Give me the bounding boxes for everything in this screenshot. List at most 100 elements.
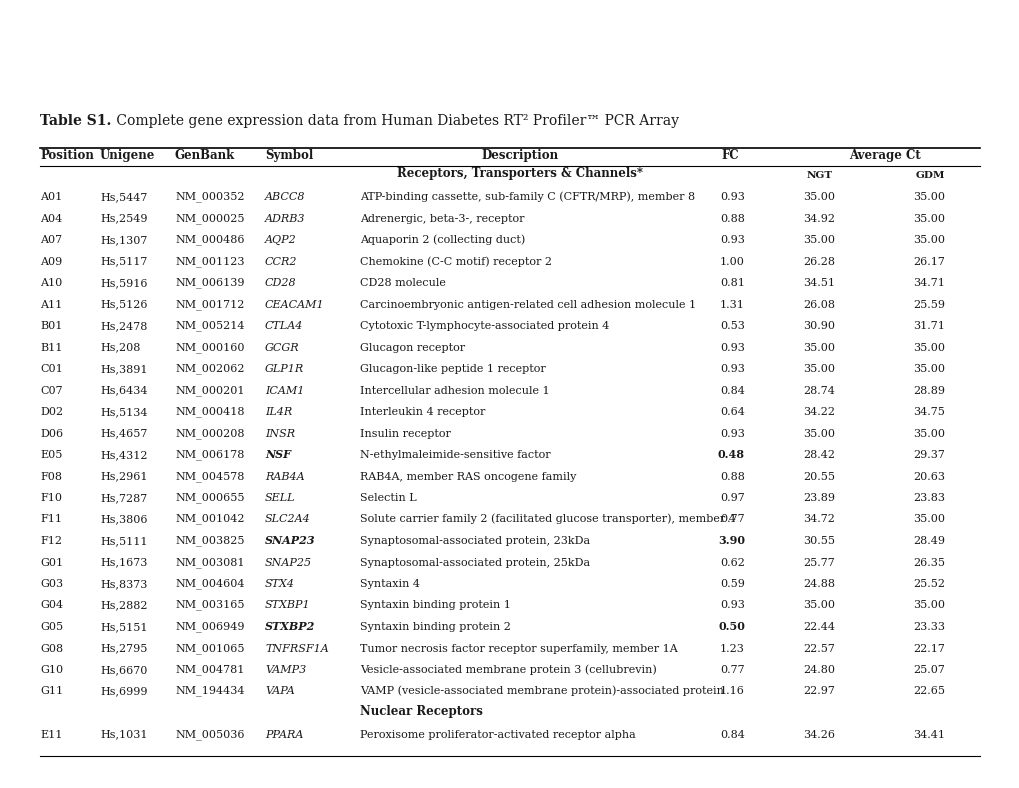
Text: NM_003165: NM_003165 (175, 600, 245, 611)
Text: Adrenergic, beta-3-, receptor: Adrenergic, beta-3-, receptor (360, 214, 524, 224)
Text: 23.89: 23.89 (802, 493, 835, 503)
Text: 35.00: 35.00 (802, 429, 835, 438)
Text: Hs,2795: Hs,2795 (100, 644, 147, 653)
Text: STXBP2: STXBP2 (265, 621, 315, 632)
Text: Solute carrier family 2 (facilitated glucose transporter), member 4: Solute carrier family 2 (facilitated glu… (360, 514, 735, 525)
Text: Insulin receptor: Insulin receptor (360, 429, 450, 438)
Text: 1.00: 1.00 (719, 257, 744, 266)
Text: Vesicle-associated membrane protein 3 (cellubrevin): Vesicle-associated membrane protein 3 (c… (360, 664, 656, 675)
Text: NM_001065: NM_001065 (175, 643, 245, 653)
Text: NM_000486: NM_000486 (175, 234, 245, 245)
Text: CCR2: CCR2 (265, 257, 298, 266)
Text: NM_001712: NM_001712 (175, 299, 245, 310)
Text: 0.84: 0.84 (719, 385, 744, 396)
Text: G01: G01 (40, 557, 63, 567)
Text: Tumor necrosis factor receptor superfamily, member 1A: Tumor necrosis factor receptor superfami… (360, 644, 677, 653)
Text: Hs,6670: Hs,6670 (100, 665, 147, 675)
Text: Hs,1673: Hs,1673 (100, 557, 147, 567)
Text: GCGR: GCGR (265, 343, 300, 352)
Text: PPARA: PPARA (265, 730, 303, 739)
Text: NM_000160: NM_000160 (175, 342, 245, 352)
Text: 24.88: 24.88 (802, 579, 835, 589)
Text: Hs,5134: Hs,5134 (100, 407, 148, 417)
Text: GLP1R: GLP1R (265, 364, 304, 374)
Text: 26.17: 26.17 (912, 257, 944, 266)
Text: 30.90: 30.90 (802, 321, 835, 331)
Text: 34.41: 34.41 (912, 730, 944, 739)
Text: 29.37: 29.37 (912, 450, 944, 460)
Text: Hs,6999: Hs,6999 (100, 686, 148, 697)
Text: 25.07: 25.07 (912, 665, 944, 675)
Text: Synaptosomal-associated protein, 23kDa: Synaptosomal-associated protein, 23kDa (360, 536, 590, 546)
Text: 34.22: 34.22 (802, 407, 835, 417)
Text: 0.93: 0.93 (719, 600, 744, 611)
Text: A09: A09 (40, 257, 62, 266)
Text: 35.00: 35.00 (912, 343, 944, 352)
Text: B01: B01 (40, 321, 62, 331)
Text: Carcinoembryonic antigen-related cell adhesion molecule 1: Carcinoembryonic antigen-related cell ad… (360, 299, 695, 310)
Text: NSF: NSF (265, 449, 290, 460)
Text: 1.16: 1.16 (719, 686, 744, 697)
Text: 0.77: 0.77 (719, 665, 744, 675)
Text: 35.00: 35.00 (912, 429, 944, 438)
Text: CD28: CD28 (265, 278, 297, 288)
Text: 31.71: 31.71 (912, 321, 944, 331)
Text: 30.55: 30.55 (802, 536, 835, 546)
Text: NM_006139: NM_006139 (175, 277, 245, 288)
Text: Nuclear Receptors: Nuclear Receptors (360, 705, 482, 718)
Text: Hs,3891: Hs,3891 (100, 364, 148, 374)
Text: 35.00: 35.00 (802, 364, 835, 374)
Text: 1.31: 1.31 (719, 299, 744, 310)
Text: 23.33: 23.33 (912, 622, 944, 632)
Text: SLC2A4: SLC2A4 (265, 515, 311, 525)
Text: 0.53: 0.53 (719, 321, 744, 331)
Text: 20.55: 20.55 (802, 471, 835, 481)
Text: ICAM1: ICAM1 (265, 385, 304, 396)
Text: 35.00: 35.00 (802, 600, 835, 611)
Text: Hs,6434: Hs,6434 (100, 385, 148, 396)
Text: SNAP23: SNAP23 (265, 535, 315, 546)
Text: 22.17: 22.17 (912, 644, 944, 653)
Text: Glucagon receptor: Glucagon receptor (360, 343, 465, 352)
Text: 35.00: 35.00 (912, 600, 944, 611)
Text: Glucagon-like peptide 1 receptor: Glucagon-like peptide 1 receptor (360, 364, 545, 374)
Text: 0.93: 0.93 (719, 235, 744, 245)
Text: 24.80: 24.80 (802, 665, 835, 675)
Text: Syntaxin 4: Syntaxin 4 (360, 579, 420, 589)
Text: C01: C01 (40, 364, 63, 374)
Text: 26.35: 26.35 (912, 557, 944, 567)
Text: ADRB3: ADRB3 (265, 214, 306, 224)
Text: 0.88: 0.88 (719, 471, 744, 481)
Text: NM_006949: NM_006949 (175, 621, 245, 632)
Text: 35.00: 35.00 (912, 364, 944, 374)
Text: RAB4A, member RAS oncogene family: RAB4A, member RAS oncogene family (360, 471, 576, 481)
Text: Hs,8373: Hs,8373 (100, 579, 147, 589)
Text: 28.42: 28.42 (802, 450, 835, 460)
Text: 22.97: 22.97 (802, 686, 835, 697)
Text: INSR: INSR (265, 429, 294, 438)
Text: 22.65: 22.65 (912, 686, 944, 697)
Text: Hs,5151: Hs,5151 (100, 622, 148, 632)
Text: NM_004604: NM_004604 (175, 578, 245, 589)
Text: 0.81: 0.81 (719, 278, 744, 288)
Text: Hs,1307: Hs,1307 (100, 235, 147, 245)
Text: F11: F11 (40, 515, 62, 525)
Text: 0.64: 0.64 (719, 407, 744, 417)
Text: 28.49: 28.49 (912, 536, 944, 546)
Text: 22.44: 22.44 (802, 622, 835, 632)
Text: NM_004781: NM_004781 (175, 664, 245, 675)
Text: 28.74: 28.74 (802, 385, 835, 396)
Text: 35.00: 35.00 (802, 343, 835, 352)
Text: N-ethylmaleimide-sensitive factor: N-ethylmaleimide-sensitive factor (360, 450, 550, 460)
Text: VAMP3: VAMP3 (265, 665, 306, 675)
Text: Hs,4657: Hs,4657 (100, 429, 147, 438)
Text: 35.00: 35.00 (802, 192, 835, 202)
Text: Average Ct: Average Ct (848, 149, 920, 162)
Text: SELL: SELL (265, 493, 296, 503)
Text: 0.84: 0.84 (719, 730, 744, 739)
Text: 25.77: 25.77 (803, 557, 835, 567)
Text: 34.71: 34.71 (912, 278, 944, 288)
Text: F12: F12 (40, 536, 62, 546)
Text: 25.59: 25.59 (912, 299, 944, 310)
Text: 26.28: 26.28 (802, 257, 835, 266)
